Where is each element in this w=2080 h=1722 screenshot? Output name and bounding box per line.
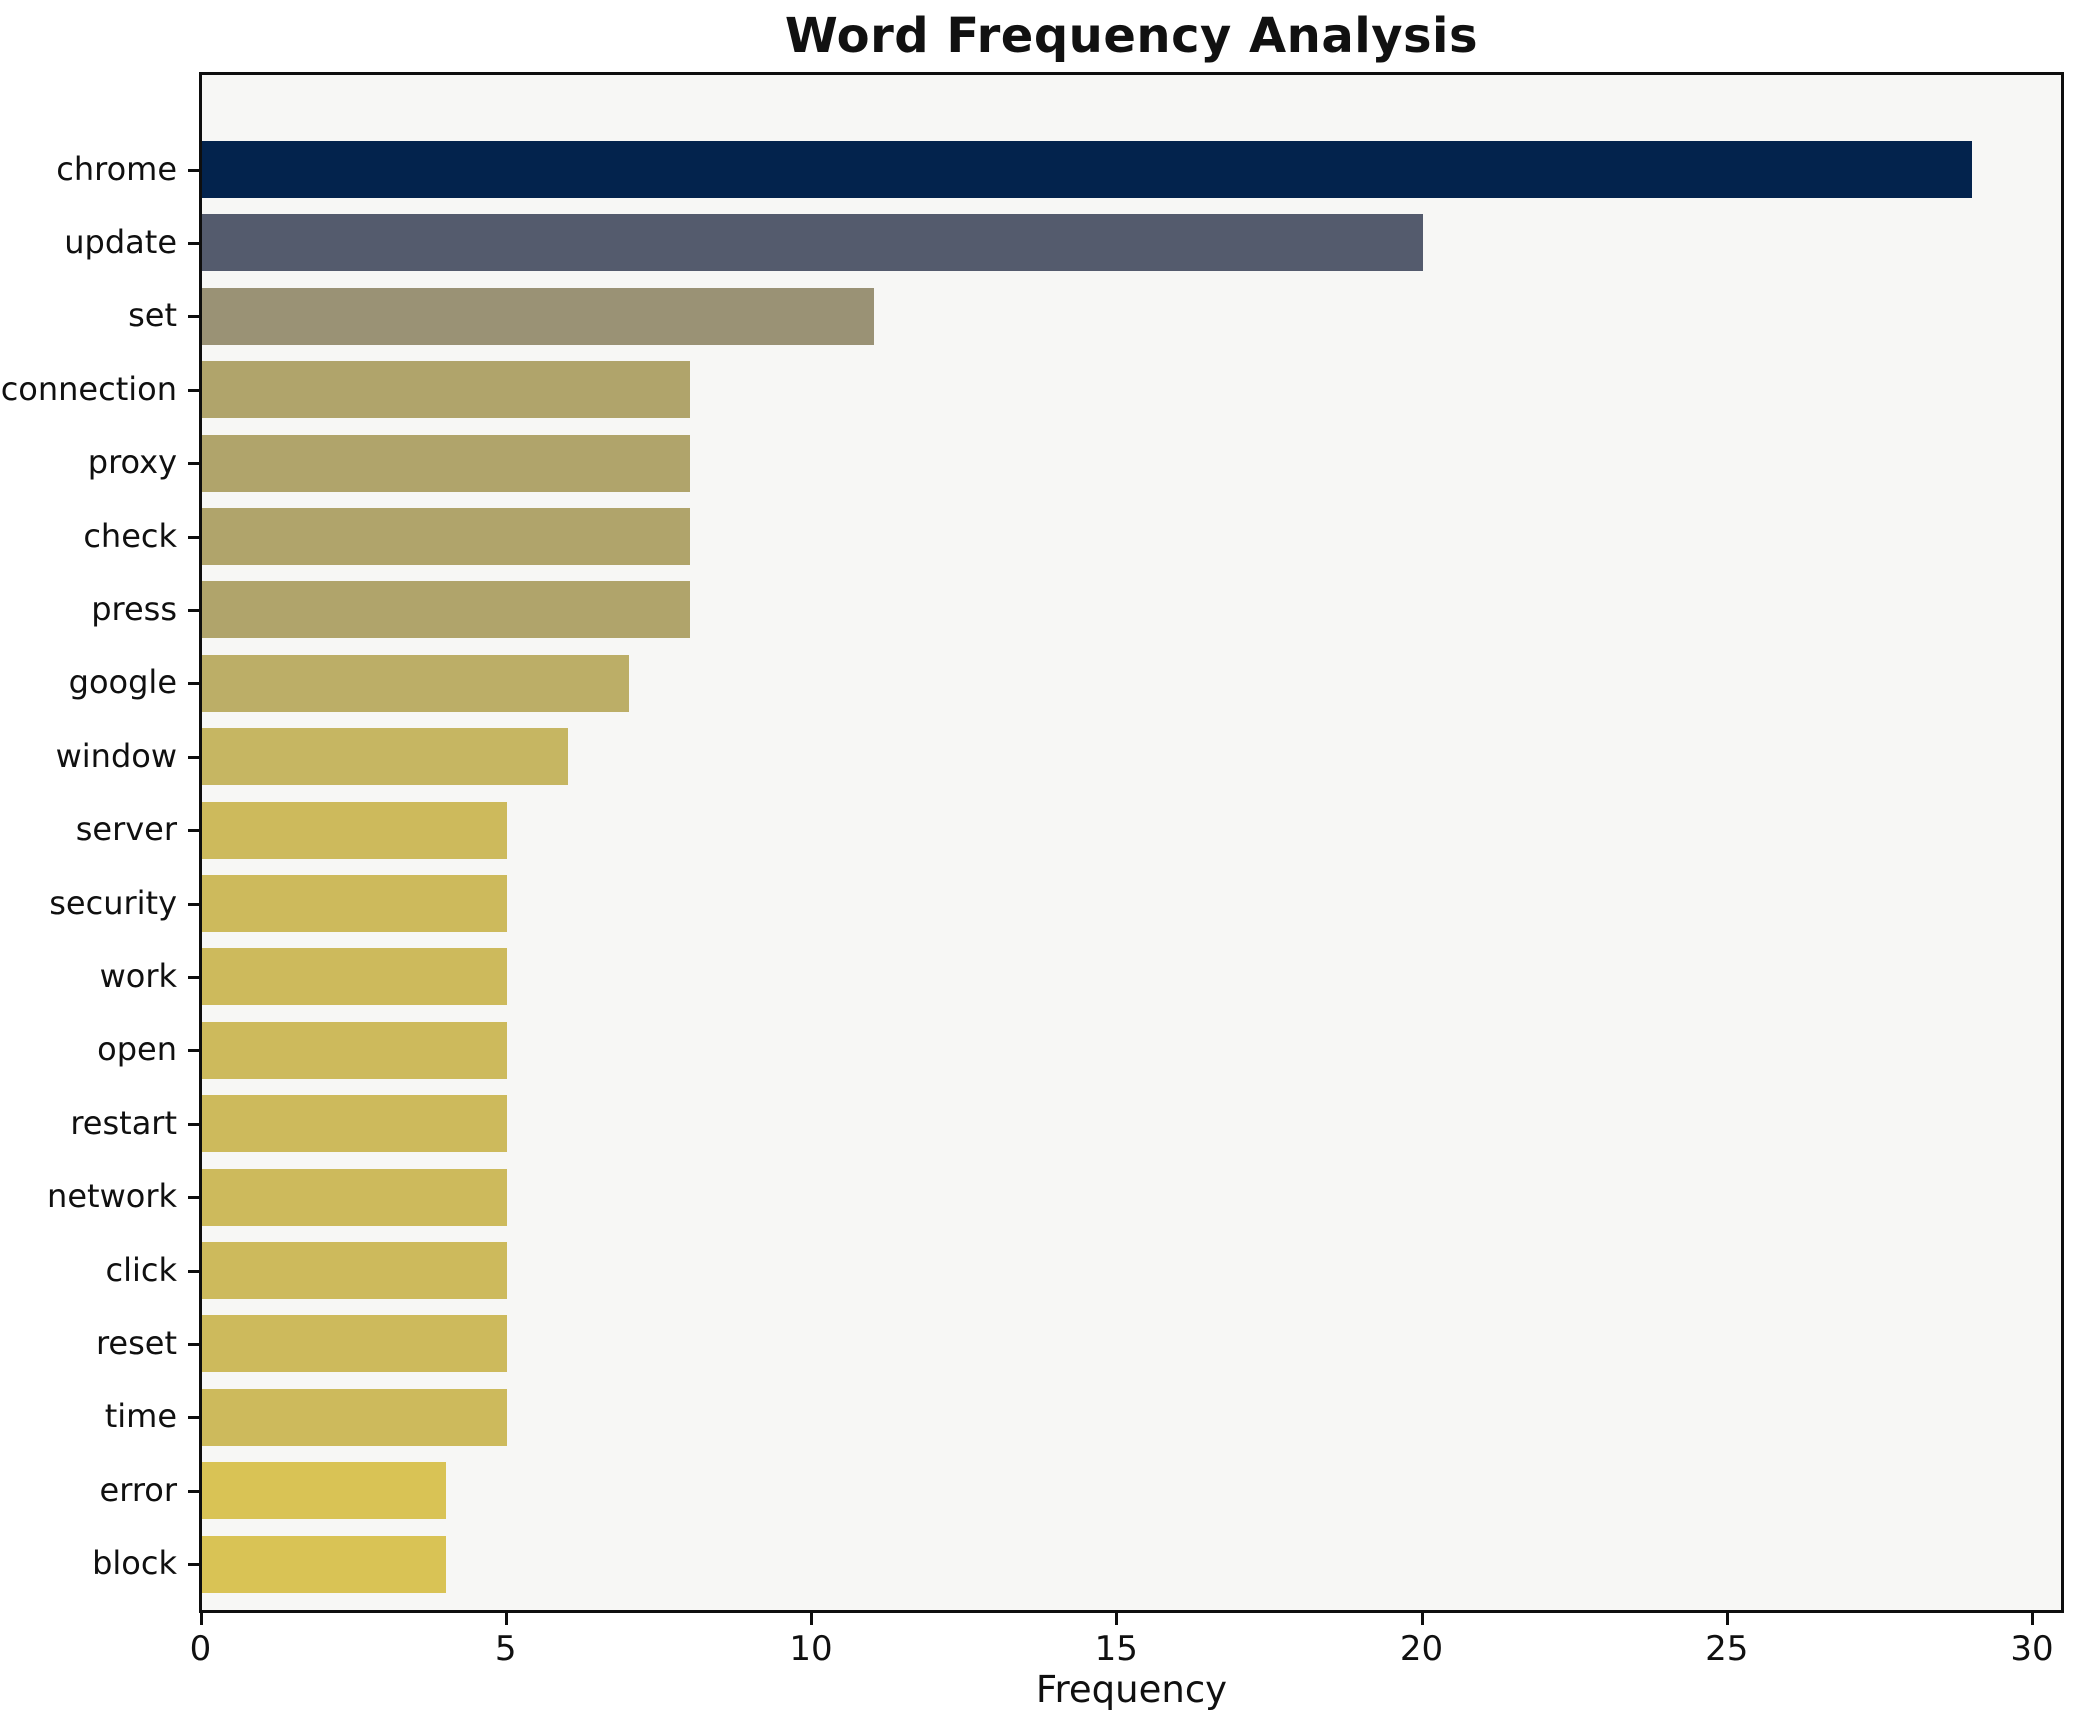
y-tick-mark [188, 829, 200, 833]
y-tick-label: reset [95, 1323, 177, 1362]
bar [202, 141, 1973, 198]
chart-title: Word Frequency Analysis [784, 8, 1479, 64]
y-tick-mark [188, 975, 200, 979]
y-tick-mark [188, 1122, 200, 1126]
bar [202, 1462, 447, 1520]
y-tick-mark [188, 1416, 200, 1420]
bars-container [202, 75, 2061, 1610]
y-tick-mark [188, 388, 200, 392]
y-axis: chrome update set connection proxy check press… [0, 72, 200, 1613]
bar [202, 508, 691, 565]
y-tick-label: set [128, 296, 177, 335]
bar [202, 654, 630, 712]
y-tick-label: server [75, 810, 177, 849]
bar [202, 581, 691, 639]
y-tick-mark [188, 315, 200, 319]
x-tick-mark [1725, 1613, 1729, 1625]
x-tick-label: 15 [1094, 1629, 1138, 1669]
x-tick-label: 5 [494, 1629, 517, 1669]
bar [202, 1168, 508, 1226]
x-tick-label: 10 [789, 1629, 833, 1669]
x-axis: 0 5 10 15 20 25 30 [190, 1613, 2064, 1683]
bar [202, 948, 508, 1006]
y-tick-mark [188, 1196, 200, 1200]
y-tick-mark [188, 168, 200, 172]
y-tick-label: block [92, 1544, 177, 1583]
y-tick-mark [188, 535, 200, 539]
y-tick-label: proxy [87, 443, 177, 482]
y-tick-label: connection [0, 369, 177, 408]
y-tick-label: check [83, 516, 177, 555]
y-tick-mark [188, 1489, 200, 1493]
y-tick-mark [188, 608, 200, 612]
y-tick-mark [188, 755, 200, 759]
x-tick-label: 0 [189, 1629, 212, 1669]
x-tick-mark [2031, 1613, 2035, 1625]
y-tick-label: network [47, 1177, 177, 1216]
x-tick-label: 20 [1399, 1629, 1444, 1669]
y-tick-label: work [99, 956, 177, 995]
bar [202, 1095, 508, 1153]
y-tick-label: open [97, 1030, 177, 1069]
bar [202, 214, 1424, 272]
x-tick-mark [199, 1613, 203, 1625]
bar [202, 801, 508, 859]
y-tick-label: chrome [56, 149, 177, 188]
bar [202, 1021, 508, 1079]
y-tick-mark [188, 1269, 200, 1273]
y-tick-mark [188, 241, 200, 245]
y-tick-label: update [64, 222, 177, 261]
x-tick-label: 30 [2010, 1629, 2054, 1669]
x-tick-mark [810, 1613, 813, 1625]
y-tick-label: security [49, 883, 177, 922]
bar [202, 1535, 447, 1593]
x-tick-mark [1115, 1613, 1119, 1625]
bar [202, 875, 508, 932]
y-tick-mark [188, 1563, 200, 1567]
bar [202, 434, 691, 492]
y-tick-label: press [91, 589, 177, 628]
bar [202, 728, 569, 786]
y-tick-mark [188, 1049, 200, 1053]
x-tick-mark [504, 1613, 508, 1625]
bar [202, 1242, 508, 1299]
y-tick-label: google [68, 663, 177, 702]
y-tick-mark [188, 1342, 200, 1346]
bar [202, 287, 874, 345]
x-axis-label: Frequency [1035, 1668, 1228, 1711]
y-tick-label: error [99, 1470, 177, 1509]
x-tick-label: 25 [1705, 1629, 1749, 1669]
y-tick-label: restart [70, 1103, 177, 1142]
bar [202, 1315, 508, 1373]
bar [202, 361, 691, 419]
y-tick-mark [188, 462, 200, 466]
y-tick-mark [188, 682, 200, 686]
y-tick-label: time [104, 1397, 177, 1436]
bar [202, 1388, 508, 1446]
y-tick-mark [188, 902, 200, 906]
x-tick-mark [1420, 1613, 1424, 1625]
y-tick-label: window [55, 736, 177, 775]
plot-area [199, 72, 2064, 1613]
y-tick-label: click [105, 1250, 178, 1289]
